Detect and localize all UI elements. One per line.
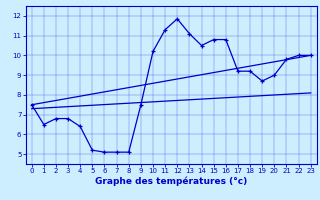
X-axis label: Graphe des températures (°c): Graphe des températures (°c) bbox=[95, 177, 247, 186]
